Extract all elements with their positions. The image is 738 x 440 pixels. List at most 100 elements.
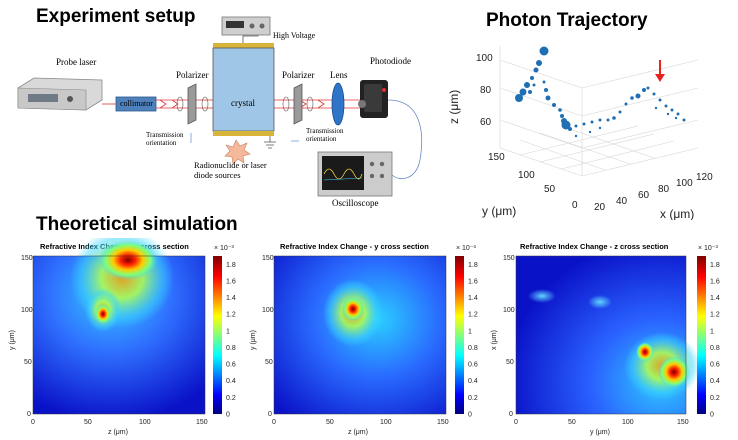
polarizer-left-label: Polarizer	[176, 70, 209, 80]
hm1-ylabel: y (μm)	[9, 330, 16, 350]
heatmap-3-title: Refractive Index Change - z cross sectio…	[520, 242, 669, 251]
z-tick-100: 100	[476, 53, 493, 64]
colorbar-tick-label: 0.8	[710, 345, 720, 352]
colorbar-tick-label: 0.6	[226, 362, 236, 369]
hm3-ytick-150: 150	[503, 255, 515, 262]
lens-label: Lens	[330, 70, 348, 80]
colorbar-exponent-1: × 10⁻³	[214, 245, 235, 252]
collimator-label: collimator	[120, 99, 153, 108]
red-arrow-marker	[655, 60, 665, 82]
colorbar-tick-label: 0.6	[710, 362, 720, 369]
colorbar-tick-label: 1.2	[710, 312, 720, 319]
colorbar-tick-label: 0.4	[226, 378, 236, 385]
hm2-xtick-50: 50	[326, 419, 334, 426]
trajectory-heading: Photon Trajectory	[486, 10, 648, 31]
x-axis-label: x (μm)	[660, 207, 694, 220]
polarizer-left-plate	[187, 83, 197, 125]
hm2-xtick-150: 150	[437, 419, 449, 426]
x-tick-100: 100	[676, 178, 693, 189]
colorbar-tick-label: 1	[468, 328, 472, 335]
hm3-xtick-50: 50	[568, 419, 576, 426]
hm3-ytick-100: 100	[503, 307, 515, 314]
colorbar-tick-label: 0.2	[710, 395, 720, 402]
hm2-xlabel: z (μm)	[348, 429, 368, 436]
oscilloscope-device	[317, 151, 393, 197]
colorbar-tick-label: 1.6	[226, 278, 236, 285]
oscilloscope-label: Oscilloscope	[332, 198, 379, 208]
y-tick-100: 100	[518, 170, 535, 181]
y-axis-label: y (μm)	[482, 204, 516, 218]
hm1-xtick-100: 100	[139, 419, 151, 426]
hm3-ytick-50: 50	[506, 359, 514, 366]
hm1-xtick-0: 0	[31, 419, 35, 426]
colorbar-tick-label: 0.4	[710, 378, 720, 385]
colorbar-tick-label: 1.4	[468, 295, 478, 302]
colorbar-exponent-2: × 10⁻³	[456, 245, 477, 252]
colorbar-ticks: × 10⁻³ 1.8 1.6 1.4 1.2 1 0.8 0.6 0.4 0.2 0 × 10⁻³ 1.…	[214, 245, 720, 419]
colorbar-tick-label: 0.2	[468, 395, 478, 402]
transmission-left-label: Transmission orientation	[146, 131, 184, 147]
transmission-right-label: Transmission orientation	[306, 127, 344, 143]
polarizer-right-label: Polarizer	[282, 70, 315, 80]
hm3-xtick-0: 0	[514, 419, 518, 426]
trajectory-plot: 100 80 60 z (μm) 150 100 50 0 y (μm) 20 …	[447, 46, 713, 220]
colorbar-tick-label: 1.2	[226, 312, 236, 319]
crystal-label: crystal	[231, 98, 255, 108]
colorbar-tick-label: 0	[710, 412, 714, 419]
x-tick-120: 120	[696, 172, 713, 183]
hm3-colorbar	[697, 256, 706, 414]
hm1-xlabel: z (μm)	[108, 429, 128, 436]
photodiode-device	[358, 80, 388, 118]
colorbar-tick-label: 1	[226, 328, 230, 335]
radiation-source-icon	[224, 139, 251, 165]
probe-laser-label: Probe laser	[56, 57, 97, 67]
x-tick-40: 40	[616, 196, 628, 207]
source-label: Radionuclide or laser diode sources	[194, 160, 267, 180]
hm2-colorbar	[455, 256, 464, 414]
x-tick-60: 60	[638, 190, 650, 201]
hm2-ytick-150: 150	[262, 255, 274, 262]
hm1-colorbar	[213, 256, 222, 414]
hm3-xtick-100: 100	[622, 419, 634, 426]
heatmap-y-cross-section: Refractive Index Change - y cross sectio…	[250, 242, 464, 436]
hm3-ylabel: x (μm)	[491, 330, 498, 350]
colorbar-tick-label: 1.8	[226, 262, 236, 269]
colorbar-tick-label: 1.8	[468, 262, 478, 269]
colorbar-tick-label: 1.6	[710, 278, 720, 285]
colorbar-tick-label: 0.8	[226, 345, 236, 352]
hm2-ylabel: y (μm)	[250, 330, 257, 350]
colorbar-tick-label: 1.6	[468, 278, 478, 285]
trajectory-points	[515, 46, 686, 138]
z-axis-label: z (μm)	[447, 90, 461, 124]
electrode-bottom	[213, 131, 274, 136]
hm2-ytick-100: 100	[262, 307, 274, 314]
colorbar-tick-label: 0.4	[468, 378, 478, 385]
colorbar-tick-label: 1.4	[710, 295, 720, 302]
trajectory-grid	[499, 46, 699, 177]
lens-shape	[331, 82, 345, 126]
hm3-ytick-0: 0	[509, 411, 513, 418]
hm2-ytick-50: 50	[265, 359, 273, 366]
heatmap-panels: Refractive Index Change - x cross sectio…	[9, 238, 720, 436]
colorbar-tick-label: 0.2	[226, 395, 236, 402]
heatmap-z-cross-section: Refractive Index Change - z cross sectio…	[491, 242, 706, 436]
colorbar-tick-label: 0	[226, 412, 230, 419]
high-voltage-device	[221, 16, 271, 36]
colorbar-exponent-3: × 10⁻³	[698, 245, 719, 252]
heatmap-2-title: Refractive Index Change - y cross sectio…	[280, 242, 429, 251]
z-tick-80: 80	[480, 85, 492, 96]
y-tick-50: 50	[544, 184, 556, 195]
colorbar-tick-label: 0	[468, 412, 472, 419]
photodiode-label: Photodiode	[370, 56, 412, 66]
colorbar-tick-label: 1.8	[710, 262, 720, 269]
probe-laser-device	[17, 77, 103, 111]
hm2-ytick-0: 0	[268, 411, 272, 418]
colorbar-tick-label: 0.8	[468, 345, 478, 352]
crystal-block	[212, 47, 275, 132]
hm1-ytick-50: 50	[24, 359, 32, 366]
heatmap-x-cross-section: Refractive Index Change - x cross sectio…	[9, 238, 222, 436]
hm1-xtick-150: 150	[196, 419, 208, 426]
colorbar-tick-label: 1.4	[226, 295, 236, 302]
simulation-heading: Theoretical simulation	[36, 214, 238, 235]
x-tick-20: 20	[594, 202, 606, 213]
